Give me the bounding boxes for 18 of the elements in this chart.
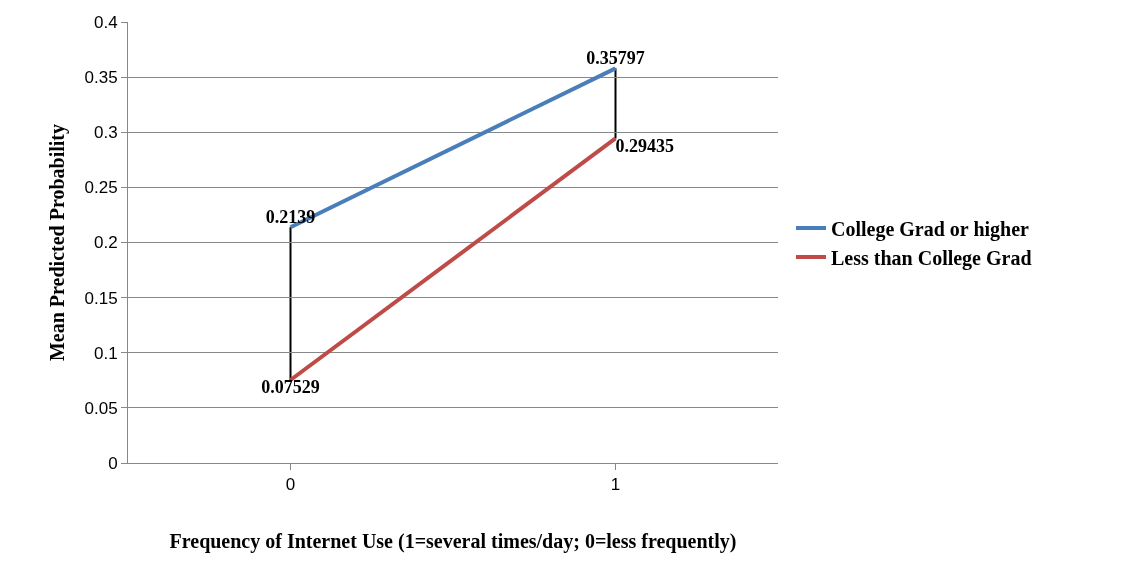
- legend-label: College Grad or higher: [831, 217, 1030, 241]
- y-tick-label: 0: [108, 453, 118, 473]
- data-label: 0.2139: [265, 206, 316, 227]
- y-tick-label: 0.35: [84, 68, 118, 88]
- data-label: 0.29435: [615, 135, 674, 156]
- y-tick-label: 0.3: [93, 123, 118, 143]
- data-label: 0.07529: [261, 377, 320, 398]
- y-tick-label: 0.15: [84, 288, 118, 308]
- y-tick-label: 0.05: [84, 398, 118, 418]
- y-tick-label: 0.1: [93, 343, 118, 363]
- y-axis-title: Mean Predicted Probability: [46, 123, 70, 362]
- y-tick-label: 0.4: [93, 12, 118, 32]
- y-tick-label: 0.25: [84, 178, 118, 198]
- x-tick-label: 1: [610, 475, 621, 495]
- legend-label: Less than College Grad: [831, 246, 1032, 270]
- y-tick-label: 0.2: [93, 233, 118, 253]
- data-label: 0.35797: [586, 47, 645, 68]
- x-axis-title: Frequency of Internet Use (1=several times/day; 0=less frequently): [169, 529, 737, 553]
